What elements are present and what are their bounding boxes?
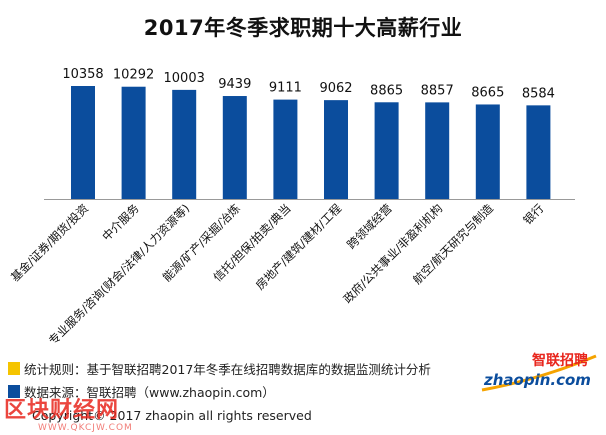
value-label-4: 9111 <box>269 81 302 96</box>
legend-label-source: 数据来源：智联招聘（www.zhaopin.com） <box>24 385 275 400</box>
copyright-text: Copyright© 2017 zhaopin all rights reser… <box>32 408 312 423</box>
legend-item-source: 数据来源：智联招聘（www.zhaopin.com） <box>8 382 275 401</box>
category-label-7: 政府/公共事业/非盈利机构 <box>340 201 445 306</box>
watermark-text: 区块财经网 <box>4 398 120 423</box>
chart-title: 2017年冬季求职期十大高薪行业 <box>143 16 463 40</box>
category-label-1: 中介服务 <box>99 201 142 244</box>
value-label-5: 9062 <box>319 81 352 96</box>
bar-1 <box>121 86 146 199</box>
logo-swoosh-icon <box>481 354 597 392</box>
legend-swatch-blue <box>8 385 20 398</box>
bar-6 <box>374 102 399 199</box>
bar-2 <box>172 89 197 199</box>
bar-8 <box>475 104 500 199</box>
category-label-9: 银行 <box>520 201 546 227</box>
bar-chart: 10358 10292 10003 9439 9111 9062 8865 8857 8665 8… <box>8 67 575 348</box>
value-label-2: 10003 <box>164 71 205 86</box>
watermark-url: WWW.QKCJW.COM <box>38 423 133 433</box>
value-label-0: 10358 <box>62 67 103 82</box>
legend-label-rule: 统计规则：基于智联招聘2017年冬季在线招聘数据库的数据监测统计分析 <box>24 362 431 377</box>
legend-swatch-yellow <box>8 362 20 375</box>
bar-3 <box>222 96 247 199</box>
value-label-8: 8665 <box>471 85 504 100</box>
value-label-3: 9439 <box>218 77 251 92</box>
value-label-6: 8865 <box>370 83 403 98</box>
logo-text-cn: 智联招聘 <box>531 352 588 369</box>
category-label-6: 跨领域经营 <box>344 201 395 252</box>
value-label-7: 8857 <box>421 83 454 98</box>
legend-item-rule: 统计规则：基于智联招聘2017年冬季在线招聘数据库的数据监测统计分析 <box>8 359 431 378</box>
value-labels-group: 10358 10292 10003 9439 9111 9062 8865 8857 8665 8… <box>62 67 555 101</box>
category-label-0: 基金/证券/期货/投资 <box>8 201 91 284</box>
category-label-5: 房地产/建筑/建材/工程 <box>253 201 345 293</box>
category-labels-group: 基金/证券/期货/投资 中介服务专业服务/咨询(财会/法律/人力资源等)能源/矿产… <box>8 201 547 348</box>
zhaopin-logo: 智联招聘 zhaopin.com <box>481 352 597 392</box>
bar-0 <box>71 86 95 199</box>
bar-5 <box>324 100 348 199</box>
bars-group <box>71 86 551 199</box>
bar-4 <box>273 99 298 199</box>
bar-9 <box>526 105 551 199</box>
value-label-9: 8584 <box>522 86 555 101</box>
value-label-1: 10292 <box>113 68 154 83</box>
logo-text-en: zhaopin.com <box>483 371 591 389</box>
bar-7 <box>425 102 450 199</box>
